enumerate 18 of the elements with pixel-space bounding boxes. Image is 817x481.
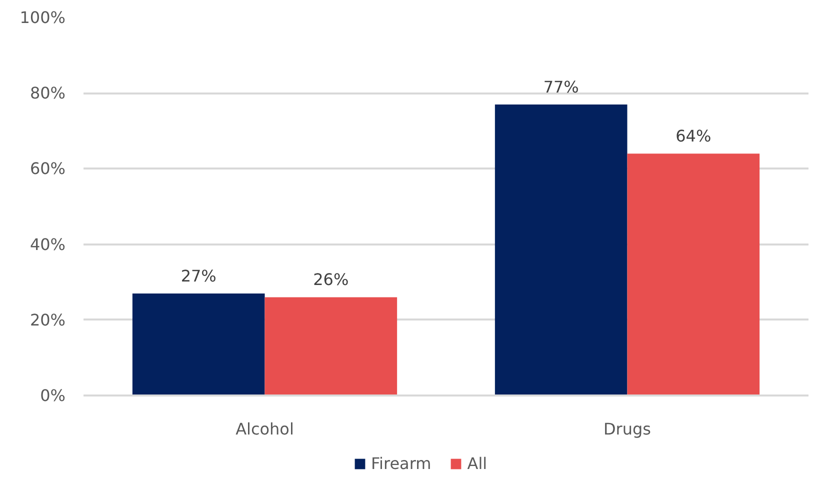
bar <box>494 104 628 396</box>
bar <box>264 297 398 396</box>
x-tick-label: Drugs <box>603 420 652 438</box>
data-label: 77% <box>543 77 579 96</box>
y-tick-label: 20% <box>30 310 66 330</box>
data-label: 27% <box>180 266 216 286</box>
y-tick-label: 100% <box>20 8 66 27</box>
x-tick-label: Alcohol <box>236 420 294 438</box>
bar <box>627 154 760 396</box>
y-tick-label: 60% <box>30 159 66 178</box>
legend-label: All <box>467 454 488 473</box>
legend-label: Firearm <box>371 454 432 473</box>
y-tick-label: 0% <box>40 386 66 405</box>
data-label: 64% <box>676 126 712 146</box>
y-tick-label: 80% <box>30 84 66 103</box>
y-tick-label: 40% <box>30 234 66 254</box>
data-label: 26% <box>313 270 349 290</box>
bar <box>132 293 265 396</box>
